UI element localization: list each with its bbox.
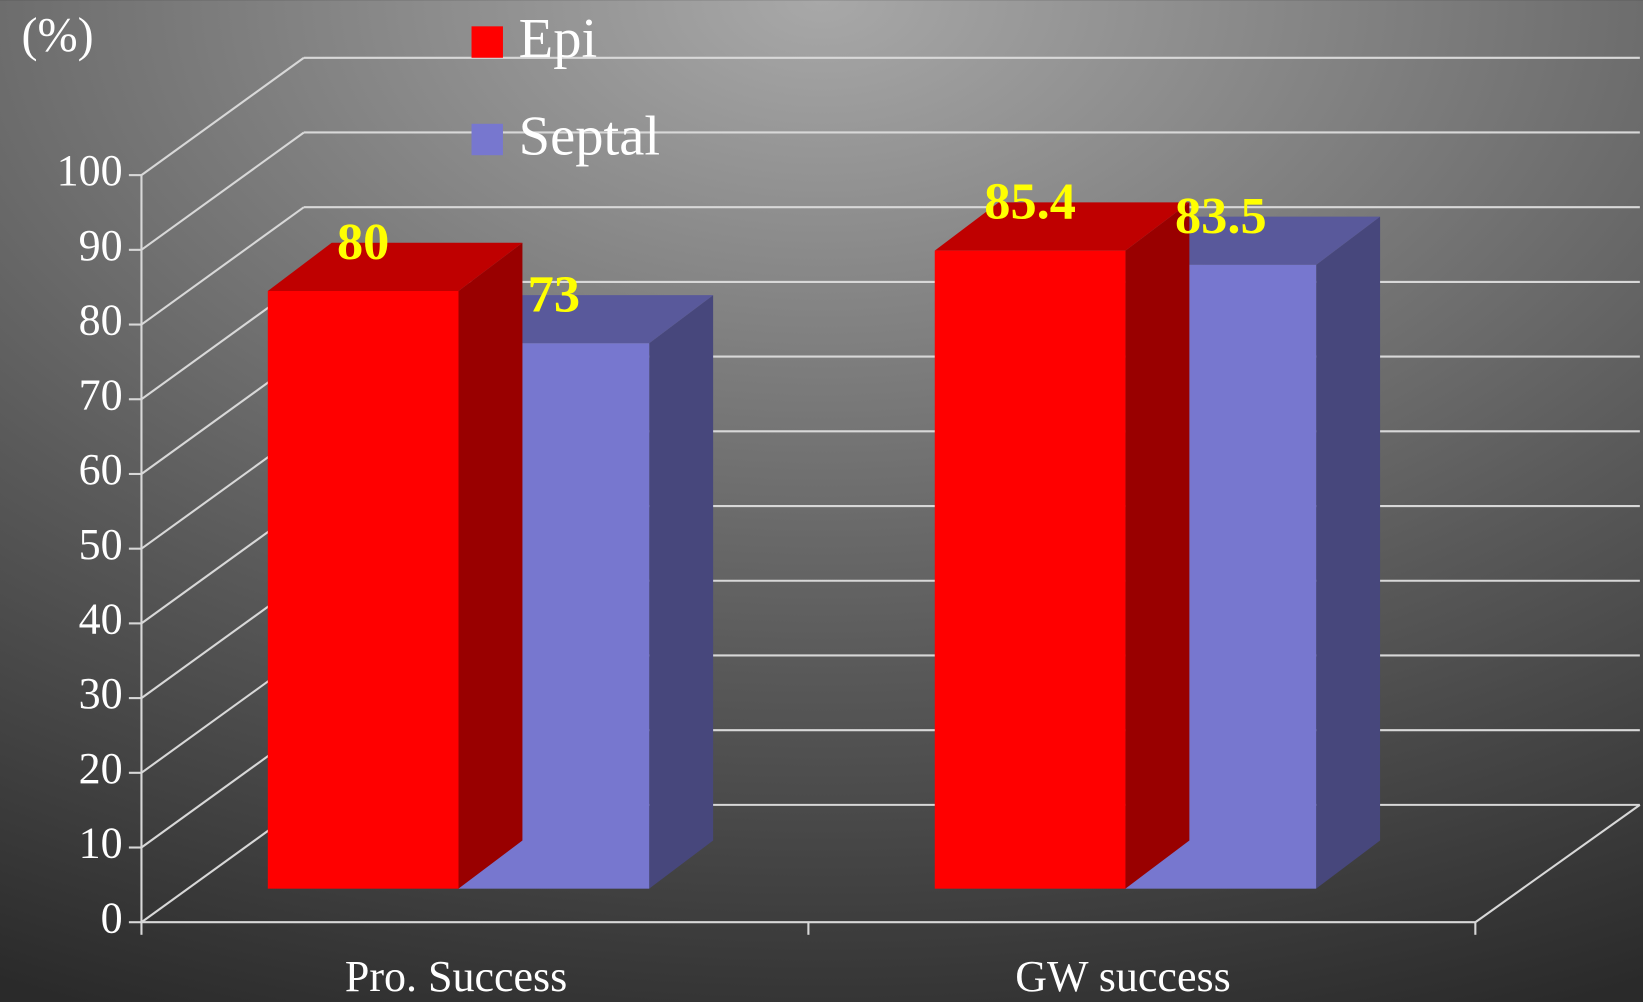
value-label: 73 xyxy=(528,265,580,323)
y-tick-label: 40 xyxy=(79,594,123,643)
y-tick-label: 60 xyxy=(79,445,123,494)
side-grid-line xyxy=(140,56,305,176)
y-tick-label: 0 xyxy=(101,893,123,942)
y-tick-label: 80 xyxy=(79,296,123,345)
value-label: 85.4 xyxy=(984,173,1076,231)
bar-side xyxy=(1125,202,1190,889)
y-axis-label: (%) xyxy=(22,9,94,62)
bar-top xyxy=(267,242,523,291)
legend-label: Epi xyxy=(519,8,598,70)
value-label: 80 xyxy=(337,213,389,271)
x-tick-label: Pro. Success xyxy=(345,952,567,1001)
y-tick-label: 90 xyxy=(79,221,123,270)
floor-edge xyxy=(1474,804,1641,924)
bar xyxy=(267,290,459,889)
bar-side xyxy=(649,295,714,889)
legend-swatch xyxy=(471,26,503,58)
legend-swatch xyxy=(471,123,503,156)
y-tick-label: 30 xyxy=(79,669,123,718)
y-tick-label: 50 xyxy=(79,520,123,569)
bar xyxy=(934,250,1126,889)
y-tick-label: 10 xyxy=(79,819,123,868)
side-grid-line xyxy=(140,206,305,326)
bar-side xyxy=(1316,216,1381,889)
x-tick-label: GW success xyxy=(1015,952,1230,1001)
y-tick-label: 20 xyxy=(79,744,123,793)
y-tick-label: 100 xyxy=(57,146,123,195)
legend-label: Septal xyxy=(519,106,660,168)
bar-top xyxy=(934,202,1190,251)
bar-side xyxy=(458,242,523,889)
side-grid-line xyxy=(140,131,305,251)
value-label: 83.5 xyxy=(1175,187,1267,245)
y-tick-label: 70 xyxy=(79,370,123,419)
